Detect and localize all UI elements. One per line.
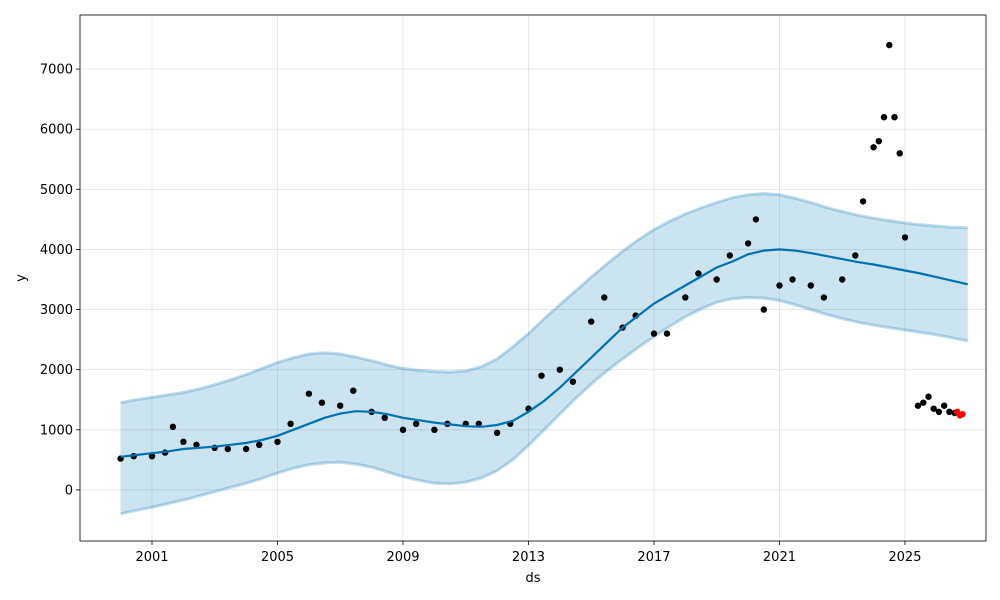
observed-point [852,252,859,259]
observed-point [870,144,877,151]
observed-point [193,441,200,448]
observed-point [839,276,846,283]
observed-point [744,240,752,247]
observed-point [886,41,893,49]
y-tick-label: 1000 [40,423,73,438]
observed-point [169,423,177,430]
observed-point [588,318,595,325]
x-tick-label: 2013 [512,550,545,565]
observed-point [752,216,760,223]
observed-point [337,402,344,409]
x-tick-label: 2025 [888,550,921,565]
observed-point [350,387,357,394]
observed-point [914,402,922,409]
observed-point [807,282,814,289]
y-tick-label: 3000 [40,303,73,318]
observed-point [180,438,187,445]
observed-point [682,294,689,301]
observed-point [901,234,909,241]
plot-frame [79,14,987,542]
observed-point [431,426,438,433]
y-tick-label: 2000 [40,363,73,378]
observed-point [663,330,671,337]
y-tick-label: 7000 [40,63,73,78]
observed-point [381,414,388,421]
x-tick-label: 2009 [386,550,419,565]
grid-layer [80,15,986,541]
observed-point [930,405,937,412]
y-tick-label: 0 [65,483,73,498]
observed-point [880,114,888,121]
observed-point [224,445,231,453]
observed-point [896,150,903,157]
y-axis-label: y [14,274,29,282]
tick-layer: 0 1000 2000 3000 4000 5000 6000 7000 2001 2005 200… [40,63,922,565]
uncertainty-band [120,193,968,514]
observed-point [760,306,767,313]
observed-point [925,393,932,400]
observed-point [556,366,563,373]
upper-bound-line [120,191,968,405]
uncertainty-band-layer [120,191,968,516]
observed-point [695,270,702,277]
observed-point [935,408,943,415]
observed-point [875,138,882,145]
observed-point [305,390,313,397]
observed-point [859,198,867,205]
observed-point [920,399,927,406]
observed-point [256,441,263,448]
observed-point [941,402,948,409]
observed-point [650,330,658,337]
x-tick-label: 2005 [261,550,294,565]
observed-point [776,282,783,289]
y-tick-label: 6000 [40,123,73,138]
observed-point [946,408,953,415]
y-tick-label: 5000 [40,183,73,198]
observed-point [569,378,577,385]
highlight-point [959,411,966,418]
observed-point [475,420,482,427]
observed-point [287,420,294,427]
observed-point [891,114,898,121]
lower-bound-line [120,295,968,516]
observed-point [726,252,733,259]
observed-point [148,453,156,460]
plot-border [79,14,987,542]
observed-point [412,420,420,427]
observed-point [493,429,501,436]
y-tick-label: 4000 [40,243,73,258]
observed-point [601,294,608,301]
x-axis-label: ds [525,571,540,586]
x-tick-label: 2021 [763,550,796,565]
observed-point [274,438,281,445]
forecast-line-layer [120,248,968,458]
observed-point [713,276,720,283]
x-tick-label: 2017 [637,550,670,565]
x-tick-label: 2001 [135,550,168,565]
forecast-line [120,248,968,458]
observed-point [789,276,796,283]
observed-point [538,372,545,379]
observed-point [318,399,326,406]
observed-point [242,445,250,453]
observed-point [399,426,407,433]
observed-point [820,294,828,301]
